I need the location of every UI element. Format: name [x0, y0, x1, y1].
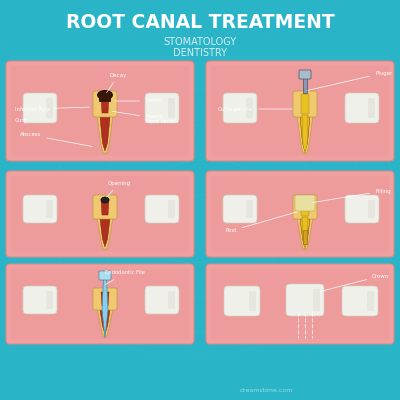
- FancyBboxPatch shape: [46, 98, 53, 118]
- Bar: [303, 77, 307, 93]
- FancyBboxPatch shape: [168, 291, 175, 309]
- FancyBboxPatch shape: [295, 195, 315, 211]
- FancyBboxPatch shape: [23, 195, 57, 223]
- FancyBboxPatch shape: [23, 286, 57, 314]
- FancyBboxPatch shape: [301, 94, 309, 114]
- Polygon shape: [97, 115, 113, 153]
- Polygon shape: [297, 217, 313, 249]
- FancyBboxPatch shape: [6, 264, 194, 344]
- FancyBboxPatch shape: [367, 291, 374, 311]
- Ellipse shape: [101, 197, 109, 203]
- Text: dreamstime.com: dreamstime.com: [240, 388, 293, 392]
- FancyBboxPatch shape: [211, 176, 389, 252]
- Polygon shape: [100, 219, 110, 247]
- Text: Havers
Blood Vessels: Havers Blood Vessels: [113, 112, 178, 124]
- FancyBboxPatch shape: [145, 93, 179, 123]
- Text: Opening: Opening: [107, 180, 131, 197]
- FancyBboxPatch shape: [93, 195, 117, 219]
- FancyBboxPatch shape: [93, 288, 117, 310]
- FancyBboxPatch shape: [224, 286, 260, 316]
- FancyBboxPatch shape: [286, 284, 324, 316]
- Text: Dentin: Dentin: [115, 98, 163, 104]
- FancyBboxPatch shape: [223, 195, 257, 223]
- Text: Post: Post: [225, 212, 297, 234]
- FancyBboxPatch shape: [6, 171, 194, 257]
- Polygon shape: [97, 308, 113, 336]
- FancyBboxPatch shape: [246, 98, 253, 118]
- Bar: [303, 230, 307, 244]
- FancyBboxPatch shape: [11, 66, 189, 156]
- FancyBboxPatch shape: [99, 92, 111, 102]
- FancyBboxPatch shape: [23, 93, 57, 123]
- FancyBboxPatch shape: [11, 269, 189, 339]
- Polygon shape: [101, 199, 109, 215]
- FancyBboxPatch shape: [93, 91, 117, 117]
- FancyBboxPatch shape: [301, 198, 309, 216]
- FancyBboxPatch shape: [368, 200, 375, 218]
- FancyBboxPatch shape: [249, 291, 256, 311]
- Polygon shape: [297, 115, 313, 153]
- Polygon shape: [97, 217, 113, 249]
- Polygon shape: [300, 219, 310, 247]
- FancyBboxPatch shape: [206, 264, 394, 344]
- Text: Pluger: Pluger: [308, 70, 392, 90]
- Text: Gum: Gum: [15, 118, 28, 123]
- Text: Crown: Crown: [321, 274, 389, 291]
- Text: Gutta-percha: Gutta-percha: [218, 106, 292, 112]
- FancyBboxPatch shape: [145, 195, 179, 223]
- FancyBboxPatch shape: [46, 291, 53, 309]
- FancyBboxPatch shape: [223, 93, 257, 123]
- FancyBboxPatch shape: [46, 200, 53, 218]
- FancyBboxPatch shape: [313, 289, 320, 311]
- FancyBboxPatch shape: [345, 93, 379, 123]
- FancyBboxPatch shape: [211, 66, 389, 156]
- FancyBboxPatch shape: [6, 61, 194, 161]
- Polygon shape: [302, 217, 308, 249]
- FancyBboxPatch shape: [246, 200, 253, 218]
- Text: Abscess: Abscess: [20, 132, 92, 146]
- Text: Infected Pulp: Infected Pulp: [15, 106, 89, 112]
- Ellipse shape: [97, 90, 113, 100]
- Text: Endodontic File: Endodontic File: [105, 270, 145, 284]
- FancyBboxPatch shape: [206, 171, 394, 257]
- FancyBboxPatch shape: [293, 91, 317, 117]
- FancyBboxPatch shape: [293, 195, 317, 219]
- FancyBboxPatch shape: [345, 195, 379, 223]
- FancyBboxPatch shape: [99, 271, 111, 280]
- FancyBboxPatch shape: [299, 70, 311, 79]
- Text: DENTISTRY: DENTISTRY: [173, 48, 227, 58]
- FancyBboxPatch shape: [206, 61, 394, 161]
- Polygon shape: [101, 292, 109, 306]
- FancyBboxPatch shape: [368, 98, 375, 118]
- Text: ROOT CANAL TREATMENT: ROOT CANAL TREATMENT: [66, 12, 334, 32]
- Polygon shape: [100, 117, 110, 151]
- FancyBboxPatch shape: [168, 98, 175, 118]
- Text: Filling: Filling: [313, 188, 391, 202]
- FancyBboxPatch shape: [342, 286, 378, 316]
- Polygon shape: [100, 310, 110, 334]
- Polygon shape: [302, 115, 308, 153]
- Text: STOMATOLOGY: STOMATOLOGY: [164, 37, 236, 47]
- Polygon shape: [102, 278, 108, 338]
- FancyBboxPatch shape: [11, 176, 189, 252]
- Polygon shape: [300, 117, 310, 151]
- Polygon shape: [101, 95, 109, 113]
- FancyBboxPatch shape: [168, 200, 175, 218]
- Text: Decay: Decay: [106, 72, 127, 93]
- FancyBboxPatch shape: [211, 269, 389, 339]
- FancyBboxPatch shape: [145, 286, 179, 314]
